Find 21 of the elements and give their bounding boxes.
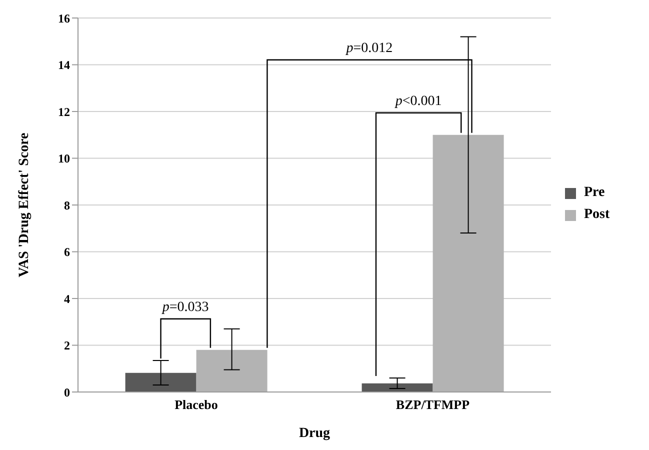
x-axis-title: Drug: [298, 426, 330, 441]
y-tick-label: 0: [64, 385, 70, 400]
bar: [196, 350, 268, 392]
bar: [125, 372, 196, 392]
x-tick-label: Placebo: [174, 397, 218, 412]
y-tick-label: 14: [58, 58, 70, 72]
legend-label: Pre: [584, 185, 605, 201]
y-tick-label: 4: [64, 292, 70, 306]
annotation: p=0.033: [161, 300, 209, 315]
annotation: p=0.012: [345, 40, 393, 56]
y-tick-label: 16: [58, 11, 70, 26]
y-tick-label: 8: [64, 198, 70, 212]
y-axis-title: VAS 'Drug Effect' Score: [16, 132, 32, 278]
y-tick-label: 12: [58, 104, 70, 119]
legend-label: Post: [584, 207, 610, 223]
y-tick-label: 6: [64, 245, 70, 260]
x-tick-label: BZP/TFMPP: [396, 397, 470, 412]
bar: [362, 383, 433, 392]
annotation: p<0.001: [394, 94, 442, 109]
y-tick-label: 10: [58, 152, 70, 166]
y-tick-label: 2: [64, 338, 70, 353]
